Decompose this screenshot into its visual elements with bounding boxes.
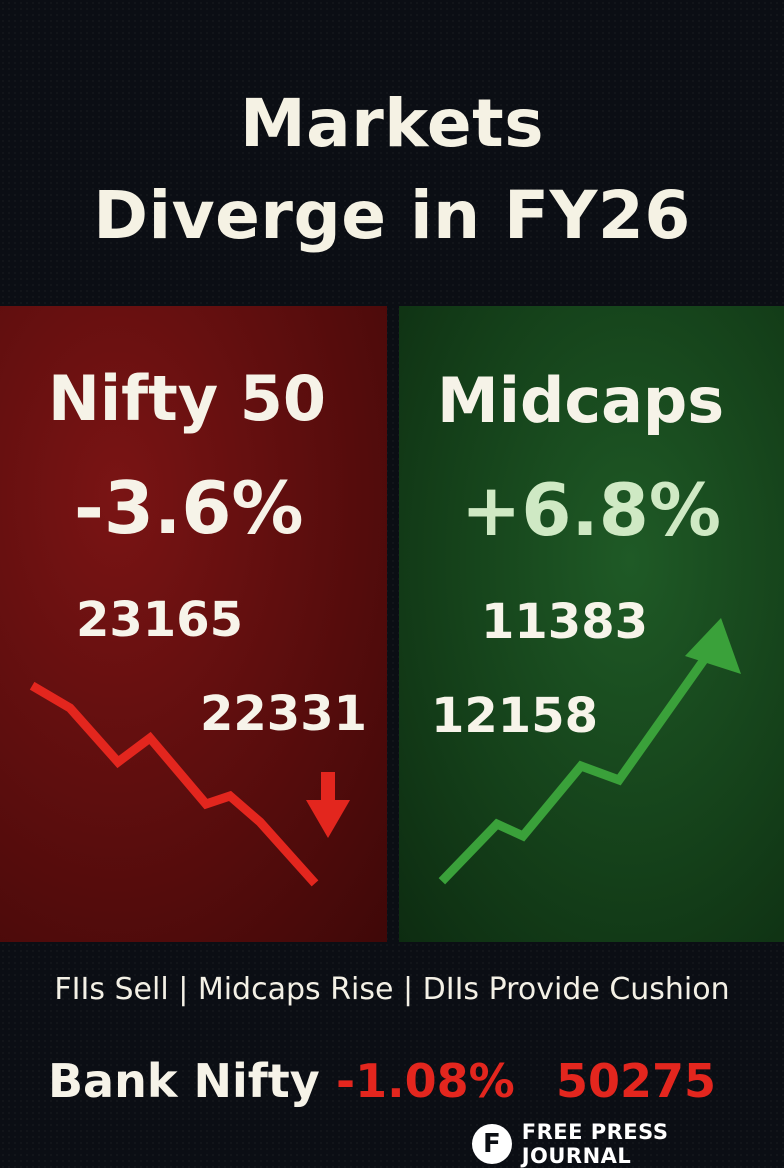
midcaps-panel: Midcaps +6.8% 11383 12158 xyxy=(399,306,784,942)
brand-logo-icon: F xyxy=(472,1124,512,1164)
bank-nifty-value: 50275 xyxy=(556,1054,717,1108)
arrow-up-icon xyxy=(685,618,741,674)
nifty-50-start-value: 23165 xyxy=(76,592,243,648)
arrow-down-icon xyxy=(306,772,350,838)
bank-nifty-label: Bank Nifty xyxy=(48,1054,320,1108)
nifty-50-panel: Nifty 50 -3.6% 23165 22331 xyxy=(0,306,387,942)
brand-name: FREE PRESS JOURNAL xyxy=(521,1120,669,1168)
midcaps-trend-line xyxy=(438,657,708,885)
nifty-trend-chart xyxy=(29,681,350,887)
tagline: FIIs Sell | Midcaps Rise | DIIs Provide … xyxy=(54,972,730,1007)
nifty-50-end-value: 22331 xyxy=(200,686,367,742)
headline: Markets Diverge in FY26 xyxy=(0,78,784,262)
bank-nifty-change: -1.08% xyxy=(336,1054,515,1108)
nifty-trend-line xyxy=(29,681,319,887)
nifty-50-title: Nifty 50 xyxy=(48,362,327,435)
headline-line-1: Markets xyxy=(240,85,544,162)
brand: F FREE PRESS JOURNAL xyxy=(472,1120,784,1168)
midcaps-end-value: 12158 xyxy=(431,688,598,744)
midcaps-title: Midcaps xyxy=(437,364,725,437)
midcaps-change: +6.8% xyxy=(461,468,722,552)
midcaps-trend-chart xyxy=(438,618,741,885)
midcaps-start-value: 11383 xyxy=(481,594,648,650)
nifty-50-change: -3.6% xyxy=(74,466,304,550)
headline-line-2: Diverge in FY26 xyxy=(93,177,691,254)
